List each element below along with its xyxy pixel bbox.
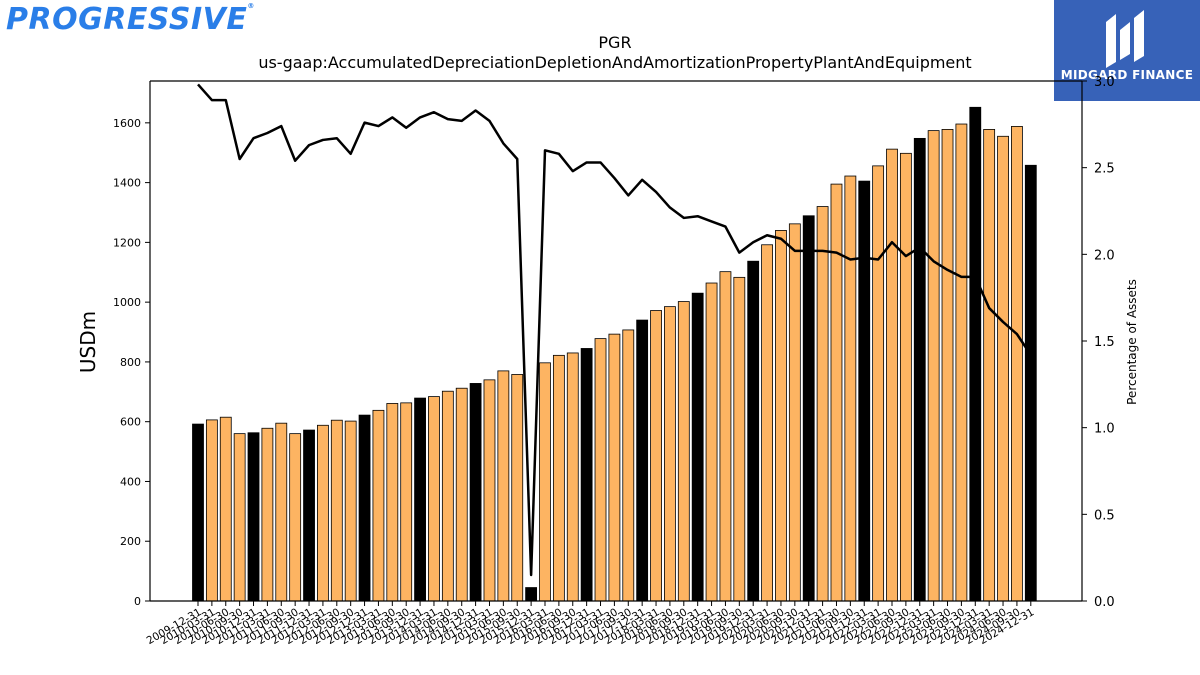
bar-2019-03-31: [705, 282, 718, 602]
y2-tick-label: 1.0: [1094, 422, 1115, 437]
bar-2023-06-30: [941, 129, 954, 602]
progressive-logo: PROGRESSIVE®: [6, 2, 255, 37]
bar-2010-12-31: [247, 432, 260, 602]
midgard-logo-text: MIDGARD FINANCE: [1060, 68, 1194, 82]
chart-title: PGR: [598, 33, 631, 52]
bar-2017-03-31: [594, 338, 607, 602]
bar-2020-12-31: [802, 215, 815, 602]
bar-2014-06-30: [441, 390, 454, 602]
bar-2019-06-30: [719, 271, 732, 602]
bar-2018-12-31: [691, 292, 704, 602]
bar-2013-09-30: [400, 402, 413, 602]
bar-2021-12-31: [858, 180, 871, 602]
bar-2020-06-30: [775, 230, 787, 602]
y-tick-label: 0: [134, 595, 141, 608]
bar-2016-09-30: [566, 352, 579, 602]
bar-2009-12-31: [192, 423, 204, 602]
bar-2012-06-30: [330, 419, 343, 602]
bar-2020-03-31: [761, 244, 773, 602]
bar-2017-12-31: [636, 319, 649, 602]
bar-2023-09-30: [955, 123, 968, 602]
midgard-finance-logo: MIDGARD FINANCE: [1054, 0, 1200, 101]
bar-2024-03-31: [983, 129, 996, 602]
y2-tick-label: 2.0: [1094, 248, 1115, 263]
bar-2012-03-31: [317, 424, 329, 602]
y-tick-label: 600: [120, 416, 141, 429]
bar-2019-09-30: [733, 276, 746, 602]
bar-2015-09-30: [511, 374, 524, 602]
bar-2021-09-30: [844, 175, 857, 602]
bar-2018-09-30: [677, 301, 690, 602]
chart-subtitle: us-gaap:AccumulatedDepreciationDepletion…: [258, 53, 971, 72]
bar-2022-03-31: [872, 165, 885, 602]
bar-2014-09-30: [455, 387, 468, 602]
y2-axis-label: Percentage of Assets: [1125, 279, 1139, 405]
bar-2023-12-31: [969, 106, 982, 602]
bar-2011-09-30: [289, 433, 302, 602]
bar-2021-03-31: [816, 206, 829, 602]
bar-2024-09-30: [1011, 126, 1023, 602]
bar-2018-06-30: [664, 306, 676, 602]
bar-2020-09-30: [788, 223, 801, 602]
bar-2022-06-30: [886, 148, 898, 602]
bar-2016-12-31: [580, 348, 593, 602]
bar-2010-06-30: [219, 416, 232, 602]
y2-tick-label: 3.0: [1094, 75, 1115, 90]
bar-2024-06-30: [997, 135, 1009, 602]
bar-2012-12-31: [358, 414, 371, 602]
bar-2013-03-31: [372, 409, 385, 602]
bar-2017-06-30: [608, 333, 621, 602]
bar-2016-03-31: [539, 362, 551, 602]
midgard-mark-icon: [1106, 10, 1144, 68]
bar-2017-09-30: [622, 329, 635, 602]
y2-tick-label: 2.5: [1094, 162, 1115, 177]
bar-2024-12-31: [1024, 164, 1037, 602]
bar-2022-09-30: [899, 152, 912, 602]
bar-2011-06-30: [275, 422, 288, 602]
y-tick-label: 400: [120, 475, 141, 488]
bar-2013-12-31: [414, 397, 426, 602]
bar-2016-06-30: [552, 354, 565, 602]
y-tick-label: 200: [120, 535, 141, 548]
bar-2021-06-30: [830, 183, 843, 602]
percentage-line: [197, 83, 1032, 577]
bar-2014-03-31: [428, 396, 440, 602]
y-tick-label: 1600: [113, 117, 141, 130]
bar-2012-09-30: [344, 420, 357, 602]
bar-2015-12-31: [525, 587, 538, 602]
bar-2014-12-31: [469, 383, 482, 602]
bar-2022-12-31: [913, 137, 926, 602]
bar-2011-03-31: [261, 427, 274, 602]
bar-2013-06-30: [386, 403, 399, 602]
y2-tick-label: 0.0: [1094, 595, 1115, 610]
y-axis-label: USDm: [76, 311, 100, 373]
bar-2023-03-31: [927, 130, 940, 602]
bar-2019-12-31: [747, 260, 760, 602]
bar-2010-03-31: [205, 419, 218, 602]
bar-2011-12-31: [303, 429, 315, 602]
y2-tick-label: 1.5: [1094, 335, 1115, 350]
bar-2015-03-31: [483, 379, 496, 602]
bar-2010-09-30: [233, 433, 246, 602]
bar-2015-06-30: [497, 370, 510, 602]
bar-2018-03-31: [650, 310, 662, 602]
y-tick-label: 1000: [113, 296, 141, 309]
y-tick-label: 1200: [113, 236, 141, 249]
y-tick-label: 800: [120, 356, 141, 369]
y2-tick-label: 0.5: [1094, 508, 1115, 523]
y-tick-label: 1400: [113, 177, 141, 190]
